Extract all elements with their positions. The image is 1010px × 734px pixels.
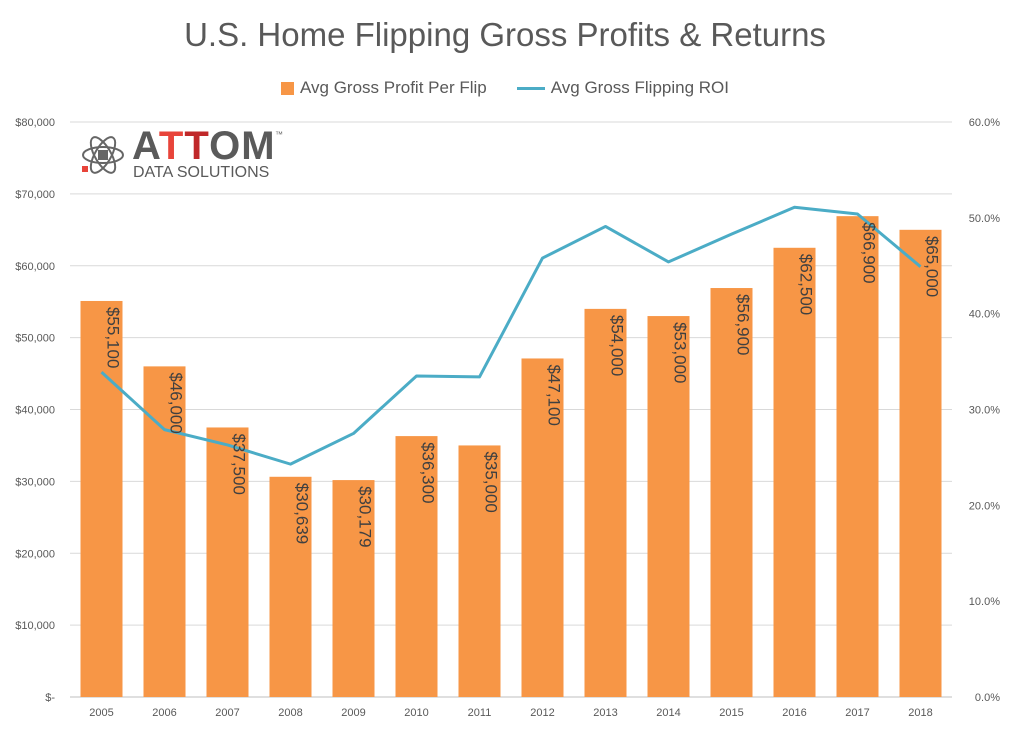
bar: [584, 308, 627, 697]
x-tick-label: 2013: [593, 707, 617, 719]
y-left-tick-label: $40,000: [15, 405, 55, 417]
x-tick-label: 2006: [152, 707, 176, 719]
x-tick-label: 2010: [404, 707, 428, 719]
legend-label: Avg Gross Profit Per Flip: [299, 78, 487, 97]
x-tick-label: 2009: [341, 707, 365, 719]
legend-item-profit: Avg Gross Profit Per Flip: [280, 78, 487, 98]
bar: [710, 288, 753, 697]
bar: [521, 358, 564, 697]
bar-data-label: $30,179: [356, 486, 375, 547]
bar-data-label: $37,500: [230, 433, 249, 494]
bar: [206, 427, 249, 697]
x-tick-label: 2011: [468, 707, 492, 719]
logo-atom-icon: [82, 136, 124, 174]
legend-item-roi: Avg Gross Flipping ROI: [516, 78, 729, 98]
bar-data-label: $36,300: [419, 442, 438, 503]
x-tick-label: 2018: [908, 707, 932, 719]
x-tick-label: 2017: [845, 707, 869, 719]
y-right-tick-label: 30.0%: [969, 405, 1000, 417]
y-left-tick-label: $-: [45, 692, 55, 704]
bar: [395, 436, 438, 697]
bar: [647, 316, 690, 697]
bar-data-label: $46,000: [167, 372, 186, 433]
x-tick-label: 2012: [530, 707, 554, 719]
y-left-tick-label: $70,000: [15, 189, 55, 201]
y-right-tick-label: 0.0%: [975, 692, 1000, 704]
bar: [836, 216, 879, 697]
x-tick-label: 2007: [215, 707, 239, 719]
x-tick-label: 2008: [278, 707, 302, 719]
y-right-tick-label: 50.0%: [969, 213, 1000, 225]
roi-line: [100, 205, 922, 466]
bar-data-label: $56,900: [734, 294, 753, 355]
bar-data-label: $35,000: [482, 451, 501, 512]
legend: Avg Gross Profit Per Flip Avg Gross Flip…: [0, 78, 1010, 98]
chart-title: U.S. Home Flipping Gross Profits & Retur…: [184, 16, 826, 53]
y-left-tick-label: $60,000: [15, 261, 55, 273]
bar-data-label: $53,000: [671, 322, 690, 383]
attom-logo: ATTOM ™ DATA SOLUTIONS: [80, 124, 283, 185]
y-left-tick-label: $30,000: [15, 476, 55, 488]
y-left-tick-label: $10,000: [15, 620, 55, 632]
bar: [269, 476, 312, 697]
bar-data-label: $30,639: [293, 483, 312, 544]
x-tick-label: 2016: [782, 707, 806, 719]
y-right-tick-label: 40.0%: [969, 309, 1000, 321]
logo-subtitle: DATA SOLUTIONS: [133, 164, 270, 181]
bar: [332, 480, 375, 697]
legend-swatch-line: [516, 86, 545, 90]
bar-data-label: $65,000: [923, 236, 942, 297]
bar-data-label: $54,000: [608, 315, 627, 376]
y-left-tick-label: $80,000: [15, 117, 55, 129]
y-right-tick-label: 20.0%: [969, 500, 1000, 512]
bar-data-label: $55,100: [104, 307, 123, 368]
bar: [143, 366, 186, 697]
bar-data-label: $62,500: [797, 254, 816, 315]
x-tick-label: 2014: [656, 707, 680, 719]
y-left-tick-label: $50,000: [15, 333, 55, 345]
bar-data-label: $47,100: [545, 364, 564, 425]
bar: [80, 300, 123, 697]
bar-data-label: $66,900: [860, 222, 879, 283]
x-tick-label: 2005: [89, 707, 113, 719]
bar: [458, 445, 501, 697]
legend-label: Avg Gross Flipping ROI: [550, 78, 729, 97]
y-right-tick-label: 10.0%: [969, 596, 1000, 608]
y-left-tick-label: $20,000: [15, 548, 55, 560]
legend-swatch-bar: [280, 81, 294, 95]
x-tick-label: 2015: [719, 707, 743, 719]
y-right-tick-label: 60.0%: [969, 117, 1000, 129]
bar: [899, 229, 942, 697]
bar: [773, 247, 816, 697]
